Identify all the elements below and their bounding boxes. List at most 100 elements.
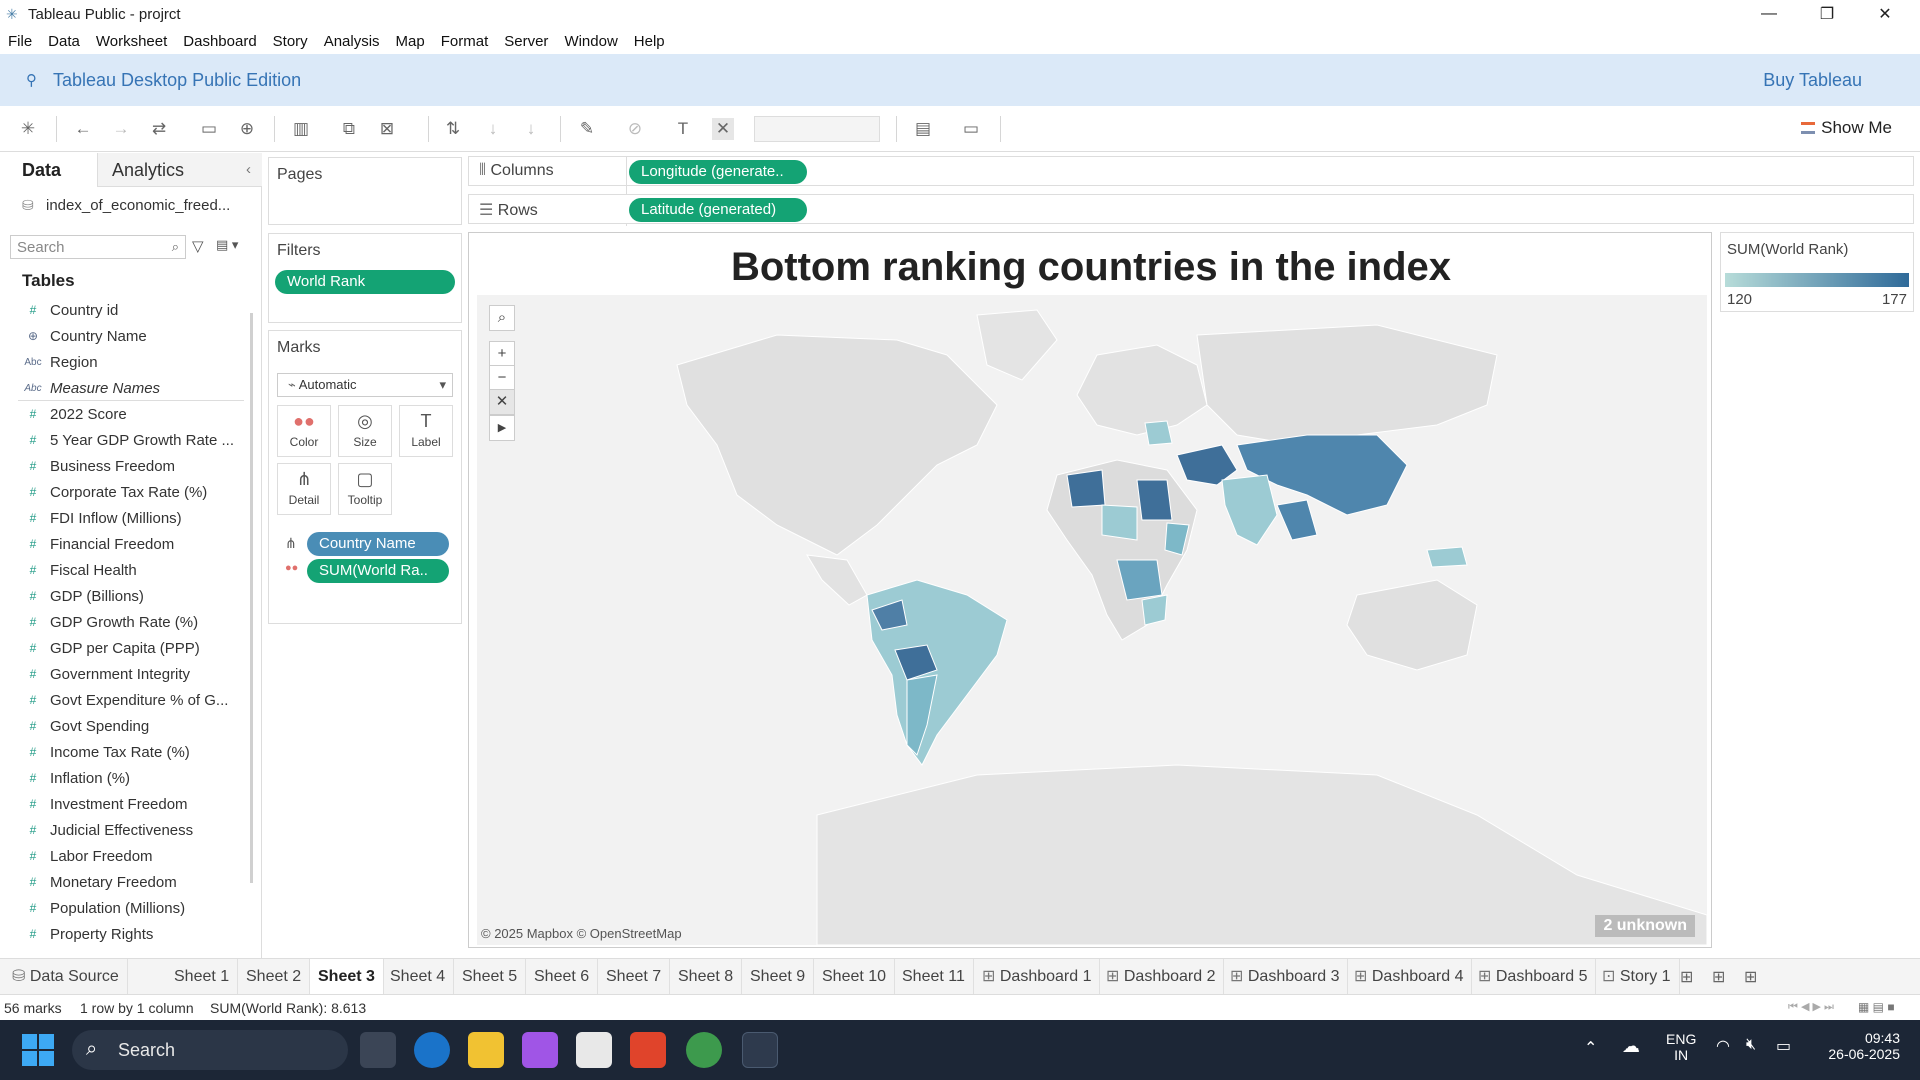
map-copyright[interactable]: © 2025 Mapbox © OpenStreetMap <box>481 926 682 941</box>
sheet-tab[interactable]: ⊞ Dashboard 5 <box>1470 959 1597 995</box>
longitude-pill[interactable]: Longitude (generate.. <box>629 160 807 184</box>
sheet-tab[interactable]: Sheet 11 <box>894 959 974 995</box>
menu-file[interactable]: File <box>8 32 33 50</box>
sheet-tab[interactable]: ⊞ Dashboard 1 <box>974 959 1101 995</box>
tab-data[interactable]: Data <box>22 160 62 180</box>
map-search-icon[interactable]: ⌕ <box>489 305 515 331</box>
field-measure[interactable]: # Judicial Effectiveness <box>0 817 250 843</box>
filter-icon[interactable]: ▽ <box>192 238 204 255</box>
tab-analytics[interactable]: Analytics <box>112 160 185 180</box>
onedrive-icon[interactable]: ☁ <box>1622 1036 1640 1056</box>
windows-start-icon[interactable] <box>22 1034 54 1066</box>
show-cards-icon[interactable]: ▤ <box>914 119 932 138</box>
view-options-icon[interactable]: ▤ ▾ <box>216 237 239 252</box>
replay-icon[interactable]: ⇄ <box>151 119 167 138</box>
menu-dashboard[interactable]: Dashboard <box>183 32 257 50</box>
field-measure[interactable]: # Labor Freedom <box>0 843 250 869</box>
color-button[interactable]: ●● Color <box>277 405 331 457</box>
sheet-tab[interactable]: Sheet 8 <box>670 959 743 995</box>
buy-tableau-link[interactable]: Buy Tableau <box>1763 69 1862 90</box>
redo-icon[interactable]: → <box>112 119 130 138</box>
sort-ascending-icon[interactable]: ↓ <box>488 119 498 138</box>
show-labels-icon[interactable]: T <box>677 119 689 138</box>
unknown-indicator[interactable]: 2 unknown <box>1595 915 1695 937</box>
sheet-tab[interactable]: Sheet 3 <box>310 959 384 995</box>
copilot-icon[interactable] <box>522 1032 558 1068</box>
tableau-taskbar-icon[interactable] <box>742 1032 778 1068</box>
restore-icon[interactable]: ❐ <box>1819 6 1835 23</box>
battery-icon[interactable]: ▭ <box>1776 1038 1792 1055</box>
menu-window[interactable]: Window <box>564 32 618 50</box>
clock[interactable]: 09:43 26-06-2025 <box>1828 1030 1900 1062</box>
pages-card[interactable]: Pages <box>268 157 462 225</box>
pin-icon[interactable]: ⚲ <box>26 72 37 89</box>
undo-icon[interactable]: ← <box>74 119 92 138</box>
show-me-button[interactable]: Show Me <box>1801 118 1892 138</box>
field-country-id[interactable]: # Country id <box>0 297 250 323</box>
field-measure[interactable]: # Monetary Freedom <box>0 869 250 895</box>
sheet-view-icon[interactable]: ▦ ▤ ■ <box>1858 1000 1895 1014</box>
search-input[interactable]: Search ⌕ <box>10 235 186 259</box>
reset-map-icon[interactable]: ✕ <box>489 389 515 415</box>
store-icon[interactable] <box>576 1032 612 1068</box>
field-measure[interactable]: # Business Freedom <box>0 453 250 479</box>
field-measure[interactable]: # Inflation (%) <box>0 765 250 791</box>
field-measure[interactable]: # GDP Growth Rate (%) <box>0 609 250 635</box>
menu-map[interactable]: Map <box>395 32 425 50</box>
sum-world-rank-pill[interactable]: SUM(World Ra.. <box>307 559 449 583</box>
tooltip-button[interactable]: ▢ Tooltip <box>338 463 392 515</box>
field-country-name[interactable]: ⊕ Country Name <box>0 323 250 349</box>
group-icon[interactable]: ⊘ <box>627 119 643 138</box>
field-measure[interactable]: # Fiscal Health <box>0 557 250 583</box>
sheet-nav-icon[interactable]: ⏮ ◀ ▶ ⏭ <box>1788 1001 1834 1013</box>
latitude-pill[interactable]: Latitude (generated) <box>629 198 807 222</box>
task-view-icon[interactable] <box>360 1032 396 1068</box>
field-measure[interactable]: # Govt Expenditure % of G... <box>0 687 250 713</box>
color-legend[interactable]: SUM(World Rank) 120 177 <box>1720 232 1914 312</box>
map-toolbar-expand-icon[interactable]: ▶ <box>489 415 515 441</box>
mark-type-dropdown[interactable]: ⌁ Automatic ▾ <box>277 373 453 397</box>
sheet-tab[interactable]: Sheet 5 <box>454 959 527 995</box>
sheet-tab[interactable]: ⊡ Story 1 <box>1594 959 1680 995</box>
menu-server[interactable]: Server <box>504 32 549 50</box>
field-measure[interactable]: # FDI Inflow (Millions) <box>0 505 250 531</box>
field-measure-names[interactable]: Abc Measure Names <box>0 375 250 401</box>
filter-world-rank-pill[interactable]: World Rank <box>275 270 455 294</box>
file-explorer-icon[interactable] <box>468 1032 504 1068</box>
menu-format[interactable]: Format <box>440 32 489 50</box>
duplicate-icon[interactable]: ⧉ <box>342 119 356 138</box>
minimize-icon[interactable]: — <box>1761 5 1777 22</box>
new-worksheet-tab-icon[interactable]: ⊞ <box>1680 969 1694 986</box>
close-icon[interactable]: ✕ <box>1878 6 1892 23</box>
columns-shelf[interactable]: ⦀ Columns Longitude (generate.. <box>468 156 1914 186</box>
field-measure[interactable]: # Corporate Tax Rate (%) <box>0 479 250 505</box>
field-measure[interactable]: # Property Rights <box>0 921 250 947</box>
input-language[interactable]: ENG IN <box>1666 1031 1697 1063</box>
sort-descending-icon[interactable]: ↓ <box>526 119 536 138</box>
presentation-icon[interactable]: ▭ <box>962 119 980 138</box>
field-measure[interactable]: # Investment Freedom <box>0 791 250 817</box>
field-measure[interactable]: # Population (Millions) <box>0 895 250 921</box>
country-name-pill[interactable]: Country Name <box>307 532 449 556</box>
menu-help[interactable]: Help <box>633 32 665 50</box>
new-dashboard-tab-icon[interactable]: ⊞ <box>1712 969 1726 986</box>
field-measure[interactable]: #5 Year GDP Growth Rate ... <box>0 427 250 453</box>
datasource-name[interactable]: index_of_economic_freed... <box>46 197 231 214</box>
sheet-tab[interactable]: ⊞ Dashboard 4 <box>1346 959 1473 995</box>
field-measure[interactable]: # GDP (Billions) <box>0 583 250 609</box>
menu-story[interactable]: Story <box>272 32 308 50</box>
field-measure[interactable]: # Income Tax Rate (%) <box>0 739 250 765</box>
tray-chevron-up-icon[interactable]: ⌃ <box>1584 1040 1598 1057</box>
sheet-tab[interactable]: ⊞ Dashboard 3 <box>1222 959 1349 995</box>
chrome-icon[interactable] <box>686 1032 722 1068</box>
highlight-icon[interactable]: ✎ <box>579 119 595 138</box>
sheet-tab[interactable]: Sheet 6 <box>526 959 599 995</box>
sheet-tab[interactable]: ⊞ Dashboard 2 <box>1098 959 1225 995</box>
sheet-tab[interactable]: Sheet 10 <box>814 959 896 995</box>
menu-worksheet[interactable]: Worksheet <box>95 32 168 50</box>
volume-muted-icon[interactable]: 🔇︎ <box>1746 1036 1757 1053</box>
fix-axes-icon[interactable]: ✕ <box>712 118 734 140</box>
sheet-tab[interactable]: ⛁ Data Source <box>4 959 128 995</box>
swap-icon[interactable]: ⇅ <box>445 119 461 138</box>
wps-office-icon[interactable] <box>630 1032 666 1068</box>
